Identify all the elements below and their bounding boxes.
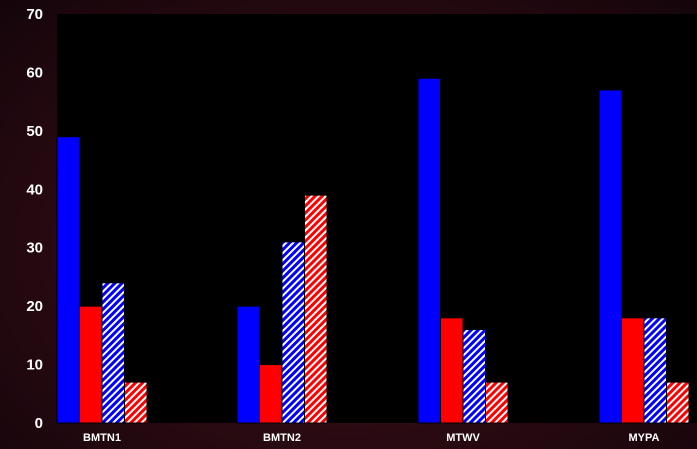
- y-tick-label: 10: [26, 357, 43, 374]
- bar-mtwv-series-1: [417, 77, 441, 424]
- bar-mypa-series-1: [598, 89, 622, 424]
- y-tick-label: 0: [35, 415, 43, 432]
- bar-mypa-series-3: [643, 317, 667, 424]
- bars: [56, 77, 690, 424]
- bar-mypa-series-2: [621, 317, 645, 424]
- plot-area: [57, 14, 697, 423]
- bar-bmtn1-series-1: [56, 136, 80, 424]
- bar-bmtn2-series-2: [259, 364, 283, 424]
- x-tick-label: MTWV: [446, 432, 480, 444]
- y-tick-label: 40: [26, 181, 43, 198]
- bar-bmtn1-series-3: [101, 282, 125, 424]
- y-tick-label: 30: [26, 240, 43, 257]
- bar-mypa-series-4: [666, 381, 690, 424]
- bar-bmtn2-series-1: [236, 305, 260, 424]
- y-tick-label: 70: [26, 6, 43, 23]
- bar-mtwv-series-4: [485, 381, 509, 424]
- bar-bmtn1-series-4: [124, 381, 148, 424]
- y-axis: 0 10 20 30 40 50 60 70: [26, 6, 43, 432]
- x-tick-label: MYPA: [629, 432, 660, 444]
- bar-mtwv-series-3: [462, 329, 486, 424]
- chart-title: Eastern red bats: [72, 41, 351, 83]
- x-axis: BMTN1 BMTN2 MTWV MYPA: [83, 432, 659, 444]
- y-tick-label: 50: [26, 123, 43, 140]
- bar-bmtn2-series-3: [281, 241, 305, 424]
- x-tick-label: BMTN1: [83, 432, 121, 444]
- bar-mtwv-series-2: [440, 317, 464, 424]
- y-tick-label: 20: [26, 298, 43, 315]
- bar-bmtn2-series-4: [304, 194, 328, 424]
- y-tick-label: 60: [26, 64, 43, 81]
- x-tick-label: BMTN2: [263, 432, 301, 444]
- bar-bmtn1-series-2: [79, 305, 103, 424]
